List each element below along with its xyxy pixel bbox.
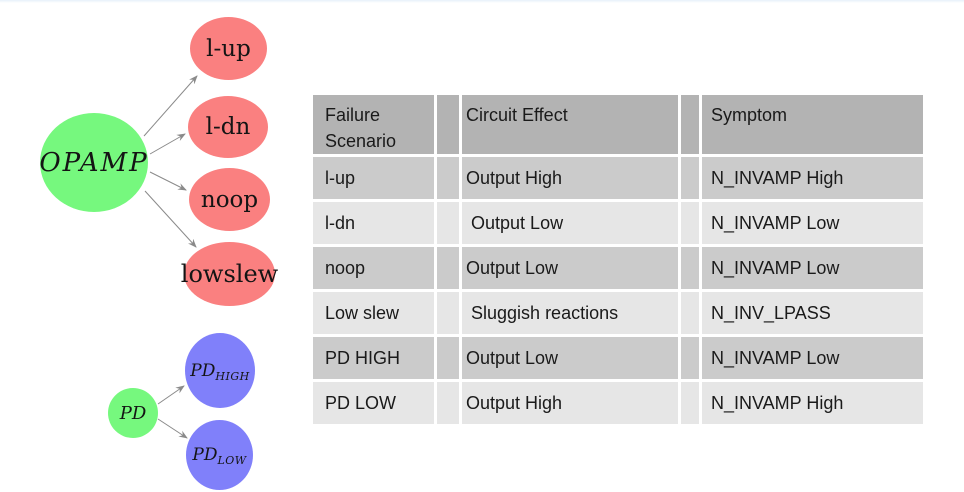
node-l-up-label: l-up	[206, 35, 251, 62]
top-divider	[0, 0, 964, 3]
cell-effect: Output Low	[462, 247, 678, 289]
cell-spacer	[437, 157, 459, 199]
node-lowslew: lowslew	[180, 242, 279, 306]
cell-symptom: N_INVAMP Low	[702, 202, 923, 244]
table-row: Low slew Sluggish reactions N_INV_LPASS	[313, 292, 923, 334]
cell-effect: Output High	[462, 157, 678, 199]
pd-low-base: PD	[192, 445, 218, 465]
cell-symptom: N_INV_LPASS	[702, 292, 923, 334]
table-row: noop Output Low N_INVAMP Low	[313, 247, 923, 289]
pd-high-base: PD	[190, 360, 216, 381]
node-pd-low-label: PD LOW	[192, 445, 247, 467]
node-opamp-label: OPAMP	[39, 147, 149, 178]
arrow-opamp-lup	[143, 75, 198, 137]
cell-spacer	[437, 382, 459, 424]
cell-symptom: N_INVAMP Low	[702, 247, 923, 289]
node-pd-high: PD HIGH	[185, 333, 255, 408]
table-row: l-up Output High N_INVAMP High	[313, 157, 923, 199]
cell-scenario: Low slew	[313, 292, 434, 334]
cell-scenario: noop	[313, 247, 434, 289]
table-row: PD LOW Output High N_INVAMP High	[313, 382, 923, 424]
table-row: l-dn Output Low N_INVAMP Low	[313, 202, 923, 244]
cell-symptom: N_INVAMP Low	[702, 337, 923, 379]
cell-spacer	[681, 292, 699, 334]
node-pd-high-label: PD HIGH	[190, 360, 250, 383]
pd-high-subscript: HIGH	[215, 369, 250, 383]
cell-scenario: l-dn	[313, 202, 434, 244]
cell-scenario: l-up	[313, 157, 434, 199]
cell-spacer	[681, 157, 699, 199]
cell-spacer	[681, 337, 699, 379]
cell-effect: Output Low	[462, 337, 678, 379]
cell-symptom: N_INVAMP High	[702, 157, 923, 199]
arrow-opamp-noop	[149, 171, 187, 191]
cell-effect: Output High	[462, 382, 678, 424]
node-lowslew-label: lowslew	[180, 260, 279, 288]
node-noop: noop	[189, 168, 270, 231]
cell-effect: Output Low	[462, 202, 678, 244]
cell-spacer	[681, 247, 699, 289]
cell-spacer	[681, 202, 699, 244]
header-spacer-1	[437, 95, 459, 154]
failure-table: Failure Scenario Circuit Effect Symptom …	[313, 95, 923, 427]
cell-spacer	[437, 292, 459, 334]
col-header-symptom: Symptom	[702, 95, 923, 154]
node-pd-low: PD LOW	[186, 420, 253, 490]
arrow-pd-pdhigh	[157, 385, 185, 405]
cell-spacer	[437, 337, 459, 379]
cell-spacer	[437, 247, 459, 289]
table-row: PD HIGH Output Low N_INVAMP Low	[313, 337, 923, 379]
cell-effect: Sluggish reactions	[462, 292, 678, 334]
node-l-up: l-up	[190, 17, 267, 80]
table-header-row: Failure Scenario Circuit Effect Symptom	[313, 95, 923, 154]
arrow-opamp-ldn	[149, 133, 186, 155]
node-opamp: OPAMP	[39, 113, 149, 212]
cell-scenario: PD LOW	[313, 382, 434, 424]
node-pd-label: PD	[119, 402, 147, 424]
node-noop-label: noop	[200, 186, 259, 213]
pd-low-subscript: LOW	[217, 454, 247, 467]
node-pd: PD	[108, 388, 158, 438]
cell-symptom: N_INVAMP High	[702, 382, 923, 424]
arrow-pd-pdlow	[157, 418, 188, 439]
node-l-dn-label: l-dn	[205, 114, 251, 140]
cell-spacer	[437, 202, 459, 244]
header-spacer-2	[681, 95, 699, 154]
cell-scenario: PD HIGH	[313, 337, 434, 379]
arrow-opamp-lowslew	[144, 190, 197, 248]
col-header-circuit-effect: Circuit Effect	[462, 95, 678, 154]
cell-spacer	[681, 382, 699, 424]
node-l-dn: l-dn	[188, 96, 268, 158]
col-header-failure-scenario: Failure Scenario	[313, 95, 434, 154]
